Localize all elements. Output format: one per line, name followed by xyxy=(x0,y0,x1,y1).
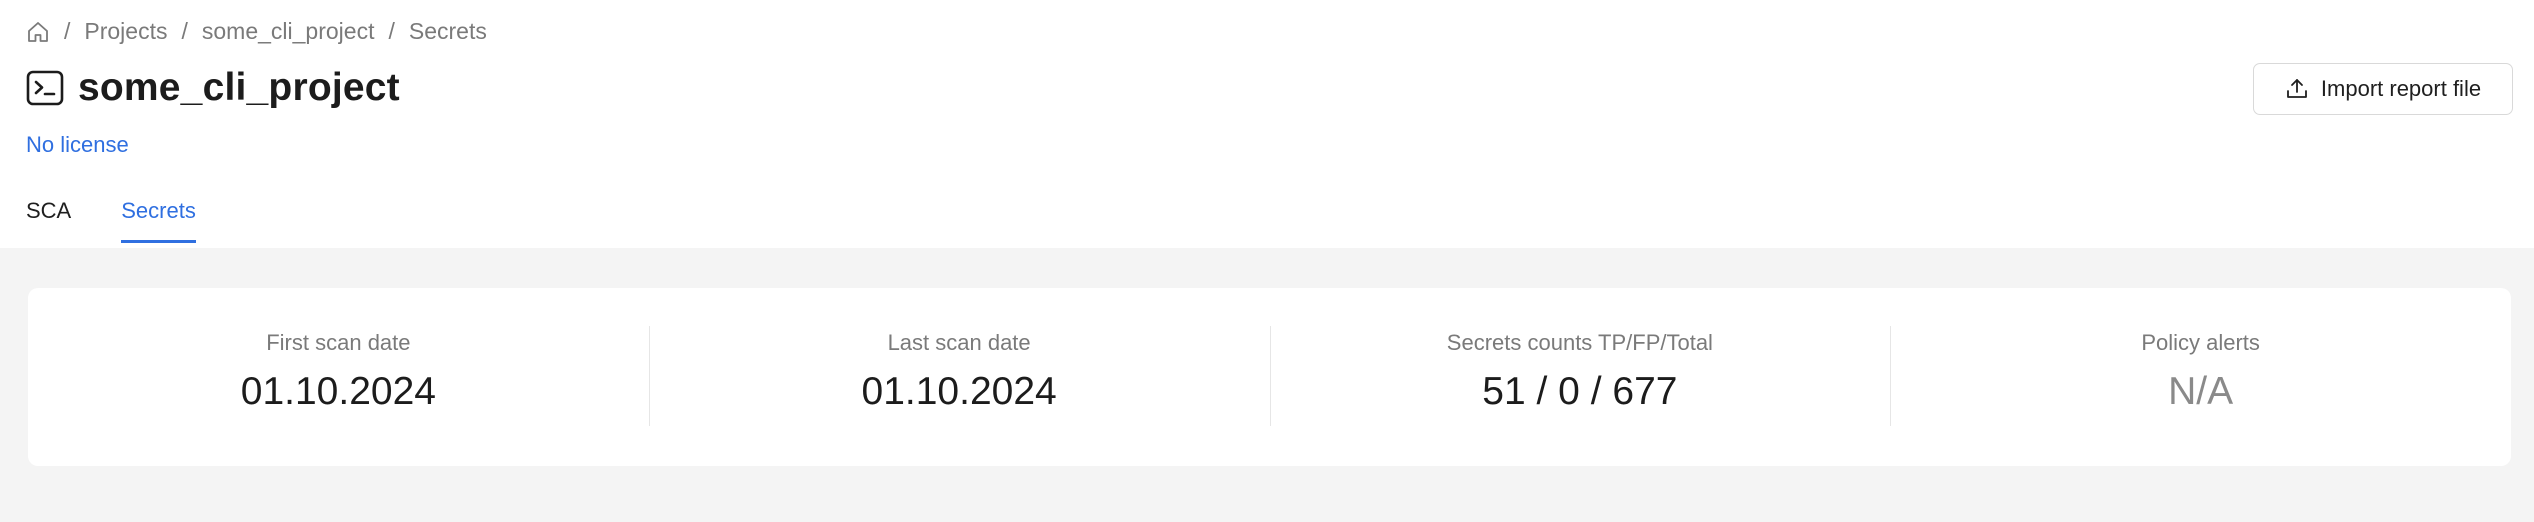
page-title: some_cli_project xyxy=(78,66,400,109)
breadcrumb-separator: / xyxy=(388,18,395,44)
tab-secrets[interactable]: Secrets xyxy=(121,198,196,243)
main-content: First scan date 01.10.2024 Last scan dat… xyxy=(0,248,2534,522)
upload-icon xyxy=(2285,77,2309,101)
stat-first-scan: First scan date 01.10.2024 xyxy=(28,288,649,466)
breadcrumb-current: Secrets xyxy=(408,18,487,44)
breadcrumb-separator: / xyxy=(64,18,71,44)
breadcrumb-separator: / xyxy=(181,18,188,44)
stat-label: First scan date xyxy=(266,330,411,355)
stat-value: 51 / 0 / 677 xyxy=(1482,370,1678,413)
stat-value: 01.10.2024 xyxy=(861,370,1057,413)
import-report-button[interactable]: Import report file xyxy=(2253,63,2513,115)
home-icon[interactable] xyxy=(26,20,50,44)
stat-label: Last scan date xyxy=(887,330,1031,355)
stat-label: Secrets counts TP/FP/Total xyxy=(1446,330,1713,355)
stats-card: First scan date 01.10.2024 Last scan dat… xyxy=(28,288,2511,466)
page-header: / Projects / some_cli_project / Secrets … xyxy=(0,0,2534,248)
license-link[interactable]: No license xyxy=(26,132,129,157)
breadcrumb: / Projects / some_cli_project / Secrets xyxy=(26,18,487,45)
stat-last-scan: Last scan date 01.10.2024 xyxy=(648,288,1270,466)
stat-value: 01.10.2024 xyxy=(240,370,436,413)
tabs: SCA Secrets xyxy=(26,198,246,243)
breadcrumb-projects[interactable]: Projects xyxy=(84,18,168,44)
stat-label: Policy alerts xyxy=(2141,330,2260,355)
terminal-icon xyxy=(26,69,64,107)
breadcrumb-project[interactable]: some_cli_project xyxy=(201,18,375,44)
tab-sca[interactable]: SCA xyxy=(26,198,72,223)
import-report-label: Import report file xyxy=(2320,76,2482,101)
stat-secrets-counts: Secrets counts TP/FP/Total 51 / 0 / 677 xyxy=(1269,288,1891,466)
stat-value: N/A xyxy=(2168,370,2234,413)
title-row: some_cli_project xyxy=(26,66,400,110)
stat-policy-alerts: Policy alerts N/A xyxy=(1890,288,2511,466)
